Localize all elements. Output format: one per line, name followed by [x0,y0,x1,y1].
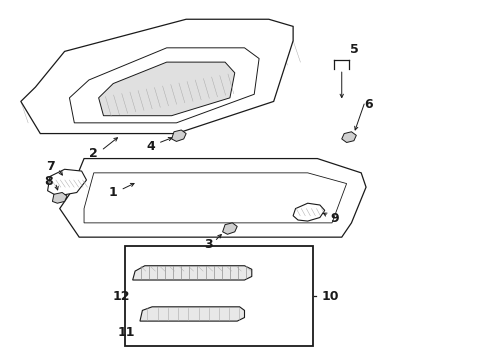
Polygon shape [60,158,366,237]
Polygon shape [69,48,259,123]
Text: 8: 8 [44,175,53,188]
Text: 5: 5 [349,43,358,56]
Text: 4: 4 [146,140,155,153]
Bar [125,246,312,346]
Polygon shape [140,307,244,321]
Polygon shape [21,19,292,134]
Text: 12: 12 [113,290,130,303]
Text: 7: 7 [46,160,55,173]
Text: 2: 2 [89,147,98,160]
Text: 3: 3 [203,238,212,251]
Text: 1: 1 [109,186,117,199]
Text: 11: 11 [117,327,135,339]
Polygon shape [47,169,86,196]
Polygon shape [52,193,67,203]
Polygon shape [132,266,251,280]
Polygon shape [222,223,237,234]
Text: 9: 9 [330,212,339,225]
Polygon shape [99,62,234,116]
Polygon shape [341,132,356,143]
Polygon shape [171,130,186,141]
Polygon shape [292,203,324,221]
Polygon shape [84,173,346,223]
Text: 10: 10 [321,289,338,303]
Text: 6: 6 [364,99,372,112]
